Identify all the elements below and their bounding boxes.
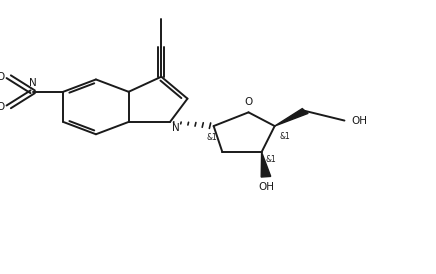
- Text: OH: OH: [351, 116, 367, 125]
- Polygon shape: [275, 109, 308, 126]
- Text: &1: &1: [279, 132, 290, 141]
- Polygon shape: [261, 152, 271, 177]
- Text: O: O: [245, 98, 252, 107]
- Text: &1: &1: [266, 155, 277, 164]
- Text: O: O: [0, 102, 4, 112]
- Text: &1: &1: [206, 133, 217, 142]
- Text: N: N: [172, 123, 180, 133]
- Text: OH: OH: [258, 182, 274, 192]
- Text: O: O: [0, 72, 4, 82]
- Text: N: N: [29, 78, 37, 88]
